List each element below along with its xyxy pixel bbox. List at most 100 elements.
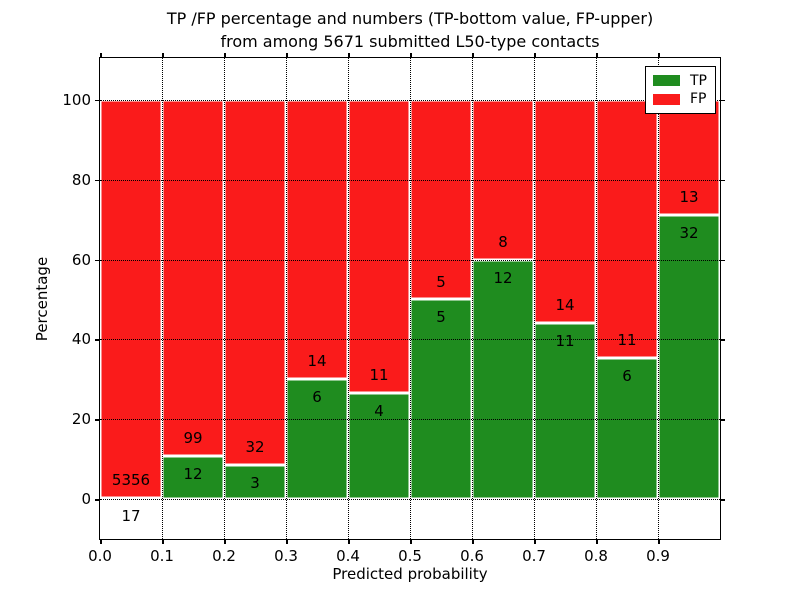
y-tick-mark-right [720, 419, 725, 421]
x-tick-mark-bottom [162, 539, 164, 544]
bar-count-label-fp: 11 [617, 331, 637, 350]
y-tick-label: 80 [71, 170, 91, 189]
x-tick-mark-top [534, 53, 536, 58]
bar-count-label-fp: 32 [245, 437, 265, 456]
chart-title-line-2: from among 5671 submitted L50-type conta… [220, 32, 600, 52]
x-tick-mark-top [162, 53, 164, 58]
bar-count-label-tp: 17 [121, 506, 141, 525]
x-tick-mark-top [596, 53, 598, 58]
bar-count-label-fp: 11 [369, 365, 389, 384]
gridline-vertical [534, 58, 535, 539]
bar-segment-tp [534, 323, 596, 500]
bar-count-label-tp: 32 [679, 224, 699, 243]
chart-title: TP /FP percentage and numbers (TP-bottom… [100, 7, 720, 53]
y-tick-mark-left [95, 179, 100, 182]
gridline-vertical [410, 58, 411, 539]
bar-segment-fp [162, 99, 224, 456]
bar-count-label-tp: 3 [250, 473, 260, 492]
x-tick-mark-top [286, 53, 288, 58]
x-tick-mark-top [224, 53, 226, 58]
bar-count-label-tp: 5 [436, 308, 446, 327]
bar-segment-tp [410, 299, 472, 500]
x-tick-mark-bottom [410, 539, 412, 544]
bar-segment-fp [596, 99, 658, 359]
y-tick-mark-right [720, 99, 725, 102]
bar-segment-tp [286, 379, 348, 500]
legend-entry-fp: FP [653, 92, 708, 106]
x-tick-mark-bottom [100, 539, 102, 544]
bar-segment-fp [286, 99, 348, 380]
legend-entry-tp: TP [653, 74, 708, 88]
bar-count-label-fp: 99 [183, 428, 203, 447]
legend-label-tp: TP [690, 72, 707, 89]
gridline-vertical [224, 58, 225, 539]
y-tick-mark-left [95, 339, 100, 341]
bar-count-label-fp: 8 [498, 232, 508, 251]
bar-count-label-fp: 13 [679, 188, 699, 207]
legend: TP FP [645, 66, 716, 114]
x-tick-label: 0.8 [584, 547, 608, 565]
bar-segment-fp [410, 99, 472, 300]
x-tick-mark-top [100, 53, 102, 58]
x-tick-label: 0.7 [522, 547, 546, 565]
y-tick-mark-left [95, 419, 100, 421]
y-tick-mark-right [720, 179, 725, 182]
x-tick-mark-bottom [658, 539, 660, 544]
bar-segment-tp [596, 358, 658, 500]
gridline-vertical [162, 58, 163, 539]
plot-area: 5356 17 99 12 32 3 14 6 11 4 5 5 8 12 14 11 11 6 13 32 [99, 57, 721, 540]
bar-count-label-fp: 5 [436, 272, 446, 291]
bar-count-label-tp: 11 [555, 332, 575, 351]
y-tick-label: 100 [62, 90, 91, 109]
x-tick-label: 0.0 [88, 547, 112, 565]
bar-segment-fp [348, 99, 410, 393]
bar-count-label-fp: 14 [555, 296, 575, 315]
gridline-vertical [658, 58, 659, 539]
bar-segment-tp [658, 215, 720, 500]
y-tick-label: 20 [71, 410, 91, 429]
x-tick-mark-bottom [348, 539, 350, 544]
gridline-vertical [286, 58, 287, 539]
bar-segment-fp [100, 99, 162, 498]
legend-swatch-fp-icon [653, 93, 680, 105]
x-tick-label: 0.5 [398, 547, 422, 565]
bar-count-label-fp: 14 [307, 352, 327, 371]
gridline-vertical [596, 58, 597, 539]
y-tick-mark-left [95, 259, 100, 262]
bar-segment-tp [162, 455, 224, 500]
x-tick-mark-top [348, 53, 350, 58]
y-tick-label: 60 [71, 250, 91, 269]
gridline-vertical [348, 58, 349, 539]
x-tick-mark-bottom [286, 539, 288, 544]
y-axis-label: Percentage [33, 256, 51, 342]
x-tick-mark-bottom [534, 539, 536, 544]
bar-segment-tp [224, 464, 286, 500]
x-tick-mark-top [472, 53, 474, 58]
x-tick-mark-bottom [224, 539, 226, 544]
bar-count-label-tp: 12 [183, 464, 203, 483]
x-tick-mark-top [658, 53, 660, 58]
x-tick-label: 0.2 [212, 547, 236, 565]
bar-count-label-tp: 12 [493, 268, 513, 287]
legend-label-fp: FP [690, 91, 707, 108]
bar-count-label-tp: 6 [622, 367, 632, 386]
x-tick-label: 0.9 [646, 547, 670, 565]
x-tick-mark-bottom [472, 539, 474, 544]
x-tick-mark-top [410, 53, 412, 58]
bar-segment-fp [224, 99, 286, 465]
y-tick-mark-right [720, 339, 725, 341]
x-tick-label: 0.1 [150, 547, 174, 565]
bar-segment-fp [534, 99, 596, 324]
bar-count-label-tp: 6 [312, 388, 322, 407]
y-tick-mark-right [720, 259, 725, 262]
x-tick-mark-bottom [596, 539, 598, 544]
y-tick-mark-left [95, 499, 100, 501]
y-tick-mark-left [95, 99, 100, 102]
gridline-vertical [472, 58, 473, 539]
bar-segment-tp [472, 259, 534, 500]
legend-swatch-tp-icon [653, 75, 680, 87]
y-tick-label: 40 [71, 330, 91, 349]
y-tick-mark-right [720, 499, 725, 501]
x-tick-label: 0.4 [336, 547, 360, 565]
x-axis-label: Predicted probability [332, 565, 488, 583]
